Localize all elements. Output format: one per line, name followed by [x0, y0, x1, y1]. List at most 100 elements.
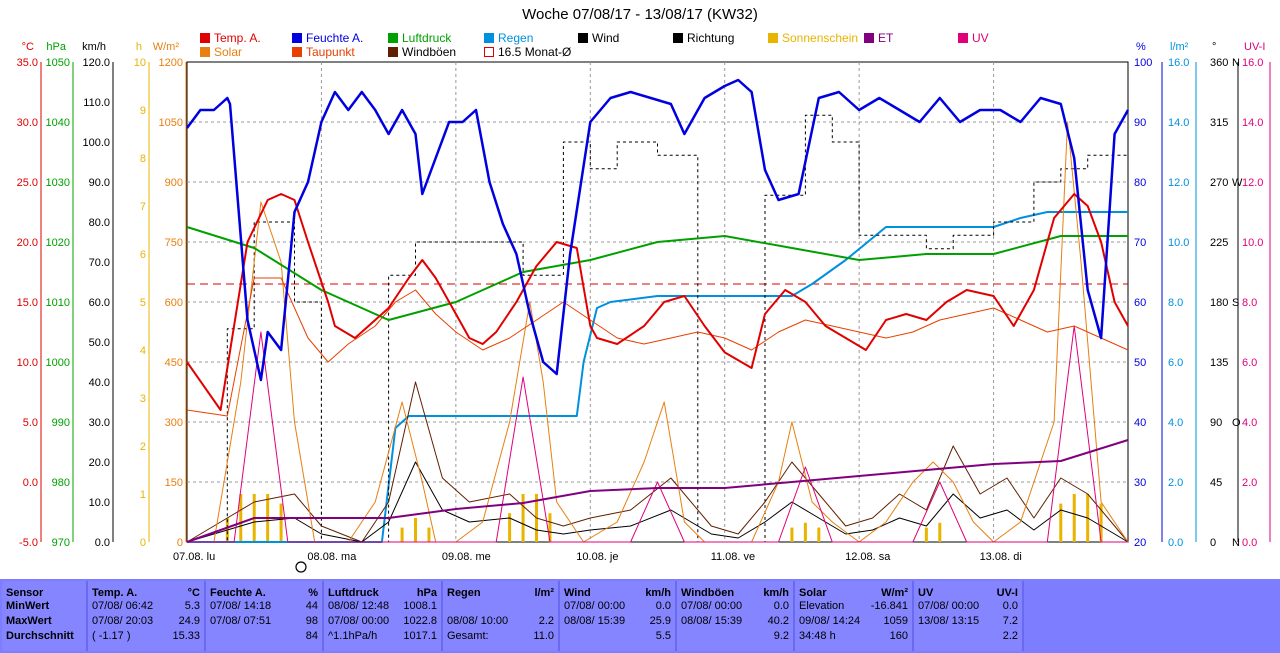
legend-label: 16.5 Monat-Ø [498, 45, 572, 59]
table-row: 07/08/ 07:51 98 [206, 614, 322, 629]
left-axis-tick: 0 [177, 537, 183, 549]
legend-label: Regen [498, 31, 534, 45]
cell-time: 08/08/ 12:48 [328, 600, 390, 612]
table-column: Temp. A. °C 07/08/ 06:42 5.3 07/08/ 20:03 24.… [88, 581, 206, 651]
table-row: 07/08/ 00:00 0.0 [677, 599, 793, 614]
left-axis-tick: 70.0 [89, 257, 110, 269]
cell-time: 13/08/ 13:15 [918, 615, 980, 627]
right-axis-tick: 2.0 [1168, 477, 1183, 489]
cell-time: 34:48 h [799, 630, 836, 642]
left-axis-tick: 9 [140, 105, 146, 117]
legend-item: Solar [200, 45, 242, 59]
table-row: Gesamt: 11.0 [443, 629, 558, 644]
table-column: UV UV-I 07/08/ 00:00 0.0 13/08/ 13:15 7.2 2.2 [914, 581, 1024, 651]
cell-time: Elevation [799, 600, 845, 612]
column-header: Feuchte A.% [206, 581, 322, 599]
right-axis-tick: 6.0 [1168, 357, 1183, 369]
sonnenschein-bar [239, 494, 243, 542]
legend-swatch [292, 33, 302, 43]
left-axis-tick: 3 [140, 393, 146, 405]
left-axis-tick: 30.0 [17, 117, 38, 129]
series-line-wind [186, 461, 1129, 543]
right-axis-dir: W [1232, 177, 1243, 189]
right-axis-tick: 45 [1210, 477, 1222, 489]
left-axis-tick: 1200 [159, 57, 183, 69]
left-axis-tick: 1000 [46, 357, 70, 369]
row-label: Durchschnitt [6, 630, 74, 642]
right-axis-tick: 10.0 [1168, 237, 1189, 249]
left-axis-tick: 5 [140, 297, 146, 309]
table-row: 5.5 [560, 629, 675, 644]
day-label: 11.08. ve [711, 551, 755, 563]
table-row [443, 599, 558, 614]
left-axis-tick: 1050 [159, 117, 183, 129]
cell-value: 2.2 [538, 615, 554, 627]
legend-item: Richtung [673, 31, 734, 45]
weather-chart: °C35.030.025.020.015.010.05.00.0-5.0hPa1… [17, 41, 1271, 573]
sonnenschein-bar [427, 527, 431, 542]
cell-value: 1022.8 [403, 615, 437, 627]
column-unit: W/m² [881, 587, 908, 599]
left-axis-tick: 980 [52, 477, 70, 489]
legend-label: Sonnenschein [782, 31, 859, 45]
legend-item: Windböen [388, 45, 456, 59]
table-row: 07/08/ 00:00 0.0 [560, 599, 675, 614]
left-axis-unit: hPa [46, 41, 66, 53]
cell-value: 5.5 [655, 630, 671, 642]
cell-value: 0.0 [655, 600, 671, 612]
legend-swatch [958, 33, 968, 43]
left-axis-tick: 750 [165, 237, 183, 249]
series-line-luftdruck [186, 226, 1128, 321]
left-axis-tick: 90.0 [89, 177, 110, 189]
table-row: 07/08/ 06:42 5.3 [88, 599, 204, 614]
column-unit: °C [187, 587, 200, 599]
right-axis-tick: 60 [1134, 297, 1146, 309]
left-axis-unit: km/h [82, 41, 106, 53]
series-line-regen [187, 211, 1128, 543]
legend-swatch [484, 47, 494, 57]
legend-item: Regen [484, 31, 533, 45]
day-label: 09.08. me [442, 551, 491, 563]
sonnenschein-bar [924, 527, 928, 542]
day-label: 07.08. lu [173, 551, 215, 563]
row-label: MinWert [6, 600, 50, 612]
column-unit: l/m² [534, 587, 554, 599]
sonnenschein-bar [548, 513, 552, 542]
legend-swatch [484, 33, 494, 43]
table-row: MaxWert [2, 614, 86, 629]
column-title: Temp. A. [92, 587, 138, 599]
column-title: Feuchte A. [210, 587, 266, 599]
right-axis-unit: l/m² [1170, 41, 1189, 53]
legend-label: ET [878, 31, 894, 45]
legend-item: Feuchte A. [292, 31, 363, 45]
table-column: Windböen km/h 07/08/ 00:00 0.0 08/08/ 15:39 4… [677, 581, 795, 651]
right-axis-tick: 10.0 [1242, 237, 1263, 249]
series-line-temp-a- [186, 193, 1129, 411]
left-axis-tick: 1040 [46, 117, 70, 129]
left-axis-tick: 150 [165, 477, 183, 489]
sonnenschein-bar [414, 518, 418, 542]
table-column: Wind km/h 07/08/ 00:00 0.0 08/08/ 15:39 25.9 5… [560, 581, 677, 651]
legend-swatch [768, 33, 778, 43]
right-axis-tick: 270 [1210, 177, 1228, 189]
left-axis-tick: 600 [165, 297, 183, 309]
sonnenschein-bar [400, 527, 404, 542]
sonnenschein-bar [1059, 503, 1063, 542]
legend-label: Feuchte A. [306, 31, 364, 45]
left-axis-unit: °C [22, 41, 34, 53]
left-axis-tick: 1030 [46, 177, 70, 189]
left-axis-tick: 10 [134, 57, 146, 69]
table-row: MinWert [2, 599, 86, 614]
series-line-feuchte-a- [185, 78, 1130, 382]
column-title: Sensor [6, 587, 44, 599]
legend-swatch [200, 47, 210, 57]
moon-icon [295, 561, 307, 573]
series-line-uv [187, 325, 1128, 543]
legend-swatch [864, 33, 874, 43]
column-title: Wind [564, 587, 591, 599]
legend-label: Luftdruck [402, 31, 452, 45]
column-header: Luftdruck hPa [324, 581, 441, 599]
column-header: Wind km/h [560, 581, 675, 599]
series-line-taupunkt [186, 277, 1129, 417]
right-axis-tick: 70 [1134, 237, 1146, 249]
